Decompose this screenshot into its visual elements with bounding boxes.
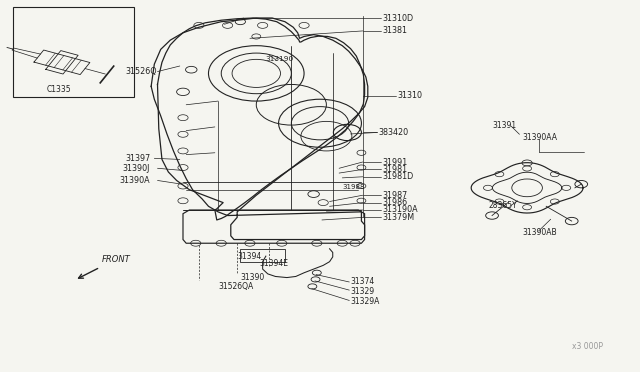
Text: 313190: 313190: [266, 56, 294, 62]
Text: 31986: 31986: [383, 198, 408, 207]
Text: 31390J: 31390J: [122, 164, 150, 173]
Text: 31379M: 31379M: [383, 213, 415, 222]
Text: 31987: 31987: [383, 191, 408, 200]
Text: 28365Y: 28365Y: [489, 201, 518, 210]
Text: 31394: 31394: [237, 251, 261, 261]
Text: 31981: 31981: [383, 165, 408, 174]
Text: 31981D: 31981D: [383, 172, 413, 181]
Text: 383420: 383420: [379, 128, 409, 137]
Text: 31397: 31397: [125, 154, 151, 163]
Text: 31310: 31310: [397, 91, 423, 100]
Text: C1335: C1335: [47, 85, 71, 94]
Text: 31390A: 31390A: [119, 176, 150, 185]
Text: 31394E: 31394E: [259, 259, 289, 268]
Text: 31329: 31329: [351, 287, 374, 296]
Text: 31310D: 31310D: [383, 13, 413, 22]
Text: 31390AB: 31390AB: [523, 228, 557, 237]
Text: x3 000P: x3 000P: [572, 342, 603, 351]
Text: 31390AA: 31390AA: [523, 133, 557, 142]
Text: FRONT: FRONT: [102, 254, 131, 263]
Text: 31991: 31991: [383, 157, 408, 167]
Text: 31381: 31381: [383, 26, 408, 35]
Text: 313190A: 313190A: [383, 205, 418, 215]
Text: 31526Q: 31526Q: [125, 67, 157, 76]
Text: 31374: 31374: [351, 278, 375, 286]
Text: 31391: 31391: [492, 121, 516, 129]
Text: 31526QA: 31526QA: [218, 282, 253, 291]
Text: 31329A: 31329A: [351, 297, 380, 306]
Text: 31988: 31988: [342, 184, 365, 190]
Text: 31390: 31390: [241, 273, 264, 282]
